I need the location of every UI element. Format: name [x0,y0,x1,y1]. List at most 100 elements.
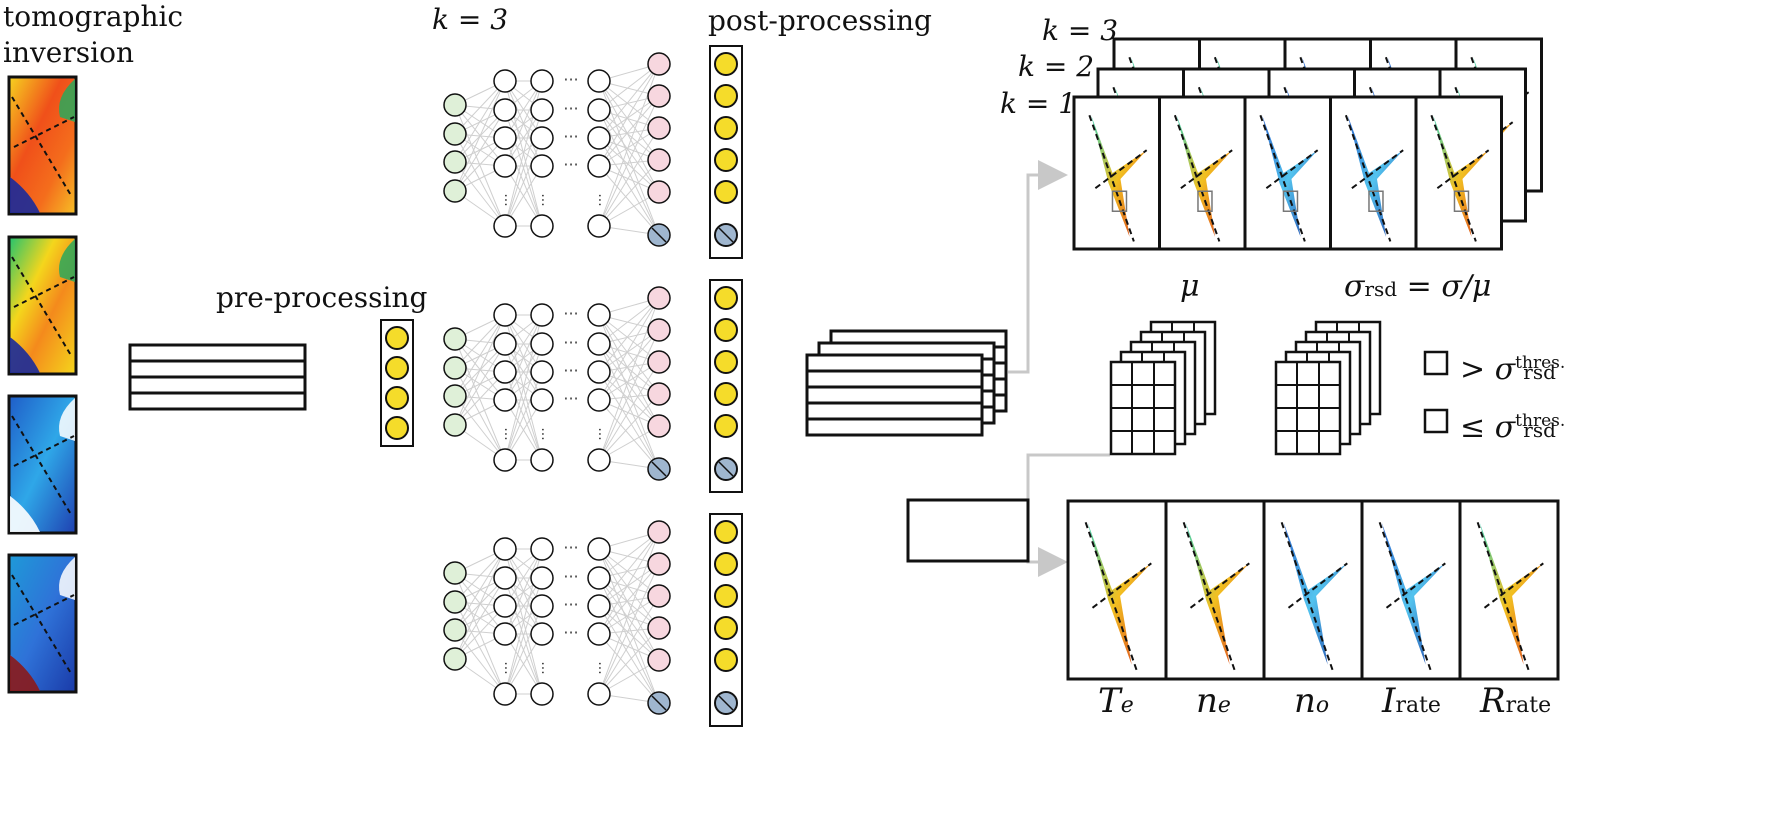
svg-text:···: ··· [591,193,607,206]
mu-grid [1109,320,1217,456]
hidden-node [493,126,517,150]
hidden-node [587,388,611,412]
input-node [443,590,467,614]
postprocessing-column [709,279,743,493]
input-node [443,122,467,146]
hidden-node [493,537,517,561]
label-postprocessing: post-processing [708,4,932,37]
connector-to-ensemble [1008,160,1068,374]
tomo-image [7,553,78,694]
yellow-node [385,326,409,350]
legend-square-below [1423,408,1449,434]
hidden-node [530,332,554,356]
input-node [443,618,467,642]
hidden-node [493,682,517,706]
hidden-node [587,98,611,122]
output-node [647,180,671,204]
output-label: Irate [1382,681,1441,721]
yellow-node [714,52,738,76]
legend-le-label: ≤ σthres.rsd [1460,410,1566,445]
hidden-node [493,566,517,590]
output-node [647,584,671,608]
svg-text:···: ··· [563,333,578,352]
tomo-image [7,75,78,216]
yellow-node [714,520,738,544]
svg-text:···: ··· [563,99,578,118]
svg-text:···: ··· [563,304,578,323]
hidden-node [587,566,611,590]
yellow-node [385,386,409,410]
yellow-node [714,180,738,204]
yellow-node [714,84,738,108]
hidden-node [530,126,554,150]
input-node [443,356,467,380]
output-node [647,552,671,576]
hidden-node [530,360,554,384]
output-label: Rrate [1480,681,1552,721]
map-panel [1262,499,1364,681]
tomo-image [7,235,78,376]
map-panel [1329,95,1418,251]
hidden-node [530,448,554,472]
svg-text:···: ··· [563,155,578,174]
svg-text:···: ··· [563,70,578,89]
output-node [647,520,671,544]
output-node [647,52,671,76]
output-node [647,148,671,172]
svg-text:···: ··· [534,193,550,206]
hidden-node [587,303,611,327]
svg-text:···: ··· [563,127,578,146]
yellow-node [714,116,738,140]
hidden-node [530,388,554,412]
svg-text:···: ··· [497,661,513,674]
svg-text:···: ··· [563,361,578,380]
ensemble-stack [1072,37,1543,251]
label-sigma-rsd: σrsd = σ/μ [1344,269,1492,304]
hidden-node [493,332,517,356]
svg-text:···: ··· [563,389,578,408]
preprocessing-table [128,343,307,411]
label-tomographic: tomographic [3,0,184,33]
output-node [647,616,671,640]
hidden-node [493,594,517,618]
map-panel [1066,499,1168,681]
hidden-node [587,126,611,150]
output-node [647,286,671,310]
empty-box [906,498,1030,563]
preprocessing-node-column [380,319,414,447]
hidden-node [587,537,611,561]
input-node [443,150,467,174]
hidden-node [530,537,554,561]
input-node [443,327,467,351]
hidden-node [587,594,611,618]
hidden-node [587,682,611,706]
hidden-node [493,303,517,327]
yellow-node [714,148,738,172]
map-panel [1158,95,1247,251]
input-node [443,413,467,437]
svg-text:···: ··· [591,427,607,440]
hidden-node [493,69,517,93]
hidden-node [493,98,517,122]
output-node [647,318,671,342]
hidden-node [530,303,554,327]
neural-network: ··· ··· ··· ··· ··· ··· ··· [443,513,743,727]
hidden-node [493,360,517,384]
hidden-node [493,448,517,472]
hidden-node [530,622,554,646]
input-node [443,647,467,671]
hidden-node [530,214,554,238]
output-node [647,648,671,672]
svg-text:···: ··· [497,427,513,440]
stacked-tables [805,329,1008,437]
output-node [647,382,671,406]
hidden-node [530,566,554,590]
yellow-node [714,648,738,672]
hidden-node [587,360,611,384]
hidden-node [530,154,554,178]
hidden-node [493,154,517,178]
hidden-node [587,448,611,472]
hidden-node [530,98,554,122]
yellow-node [714,584,738,608]
